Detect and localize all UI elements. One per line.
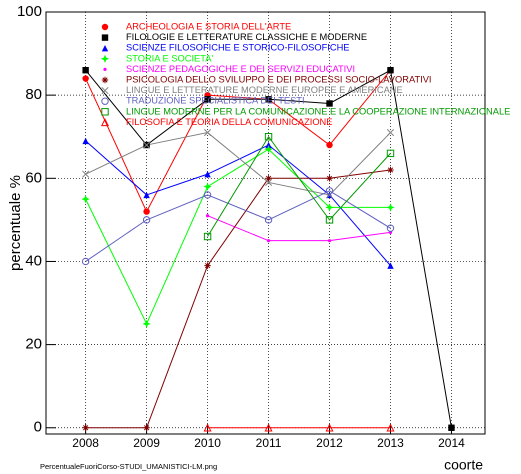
data-point — [264, 145, 273, 154]
data-point — [266, 239, 271, 243]
y-tick-label: 0 — [34, 419, 42, 436]
data-point — [82, 67, 89, 74]
x-tick-label: 2012 — [316, 436, 343, 450]
legend-label: STORIA E SOCIETA' — [126, 53, 213, 63]
legend-label: FILOSOFIA E TEORIA DELLA COMUNICAZIONE — [126, 117, 332, 127]
x-tick-label: 2008 — [72, 436, 99, 450]
data-point — [386, 129, 395, 137]
legend-marker — [101, 87, 109, 95]
data-point — [387, 166, 394, 174]
data-point — [386, 423, 395, 432]
series-line — [85, 169, 391, 429]
y-tick-label: 60 — [25, 169, 42, 186]
legend-label: SCIENZE PEDAGOGICHE E DEI SERVIZI EDUCAT… — [126, 64, 355, 74]
data-point — [143, 424, 150, 431]
legend-marker — [101, 34, 109, 41]
legend-marker — [100, 54, 110, 63]
data-point — [204, 262, 211, 269]
data-point — [326, 141, 333, 149]
data-point — [387, 262, 394, 269]
y-tick-label: 40 — [25, 252, 42, 269]
data-point — [386, 149, 395, 158]
legend-marker — [101, 76, 109, 84]
data-point — [203, 423, 212, 432]
data-point — [142, 319, 151, 329]
x-tick-label: 2014 — [438, 436, 465, 450]
data-point — [143, 141, 151, 149]
data-point — [204, 96, 211, 103]
series-line — [85, 132, 391, 196]
data-point — [82, 170, 90, 178]
data-point — [264, 133, 273, 141]
legend-label: LINGUE E LETTERATURE MODERNE EUROPEE E A… — [126, 85, 403, 95]
data-point — [82, 75, 89, 82]
x-axis-title: coorte — [444, 457, 483, 473]
data-point — [448, 424, 455, 431]
legend-marker — [101, 23, 109, 31]
data-point — [143, 191, 150, 199]
y-axis-title: percentuale % — [7, 175, 24, 271]
data-point — [265, 96, 272, 103]
data-point — [387, 67, 394, 74]
data-point — [327, 239, 332, 243]
legend-marker — [103, 67, 107, 71]
series-line — [85, 140, 391, 266]
y-tick-label: 100 — [17, 3, 42, 20]
data-point — [82, 424, 89, 431]
series-line — [207, 135, 391, 237]
x-tick-label: 2011 — [256, 436, 282, 450]
legend-label: TRADUZIONE SPECIALISTICA DEI TESTI — [126, 96, 305, 106]
legend-label: SCIENZE FILOSOFICHE E STORICO-FILOSOFICH… — [126, 43, 350, 53]
data-point — [264, 423, 273, 432]
data-point — [264, 178, 273, 187]
data-point — [326, 100, 333, 107]
data-point — [204, 129, 212, 137]
data-point — [325, 187, 334, 195]
data-point — [386, 224, 395, 232]
y-tick-label: 80 — [25, 86, 42, 103]
legend-marker — [101, 108, 109, 116]
data-point — [142, 216, 151, 224]
data-point — [203, 232, 212, 241]
x-tick-label: 2013 — [377, 436, 404, 450]
data-point — [325, 216, 334, 224]
data-point — [205, 214, 210, 218]
series-line — [207, 215, 391, 242]
data-point — [325, 203, 334, 212]
x-tick-label: 2009 — [133, 436, 160, 450]
data-point — [386, 203, 395, 212]
series-line — [85, 190, 391, 262]
series-line — [85, 69, 391, 213]
series-line — [85, 148, 391, 326]
data-point — [326, 175, 333, 182]
data-point — [203, 191, 212, 199]
legend-label: PSICOLOGIA DELLO SVILUPPO E DEI PROCESSI… — [126, 74, 432, 84]
x-tick-label: 2010 — [194, 436, 221, 450]
legend-marker — [101, 97, 109, 105]
data-point — [264, 216, 273, 224]
data-point — [204, 170, 211, 178]
legend-marker — [100, 118, 110, 127]
legend-label: ARCHEOLOGIA E STORIA DELL'ARTE — [126, 21, 291, 31]
data-point — [203, 182, 212, 191]
legend-label: LINGUE MODERNE PER LA COMUNICAZIONE E LA… — [126, 106, 510, 116]
data-point — [265, 175, 272, 182]
footer: PercentualeFuoriCorso-STUDI_UMANISTICI-L… — [40, 462, 217, 471]
y-tick-label: 20 — [25, 336, 42, 353]
data-point — [82, 137, 89, 145]
data-point — [143, 208, 150, 215]
legend-marker — [101, 45, 109, 52]
data-point — [81, 194, 90, 204]
legend-label: FILOLOGIE E LETTERATURE CLASSICHE E MODE… — [126, 32, 367, 42]
data-point — [325, 423, 334, 432]
data-point — [81, 257, 90, 266]
